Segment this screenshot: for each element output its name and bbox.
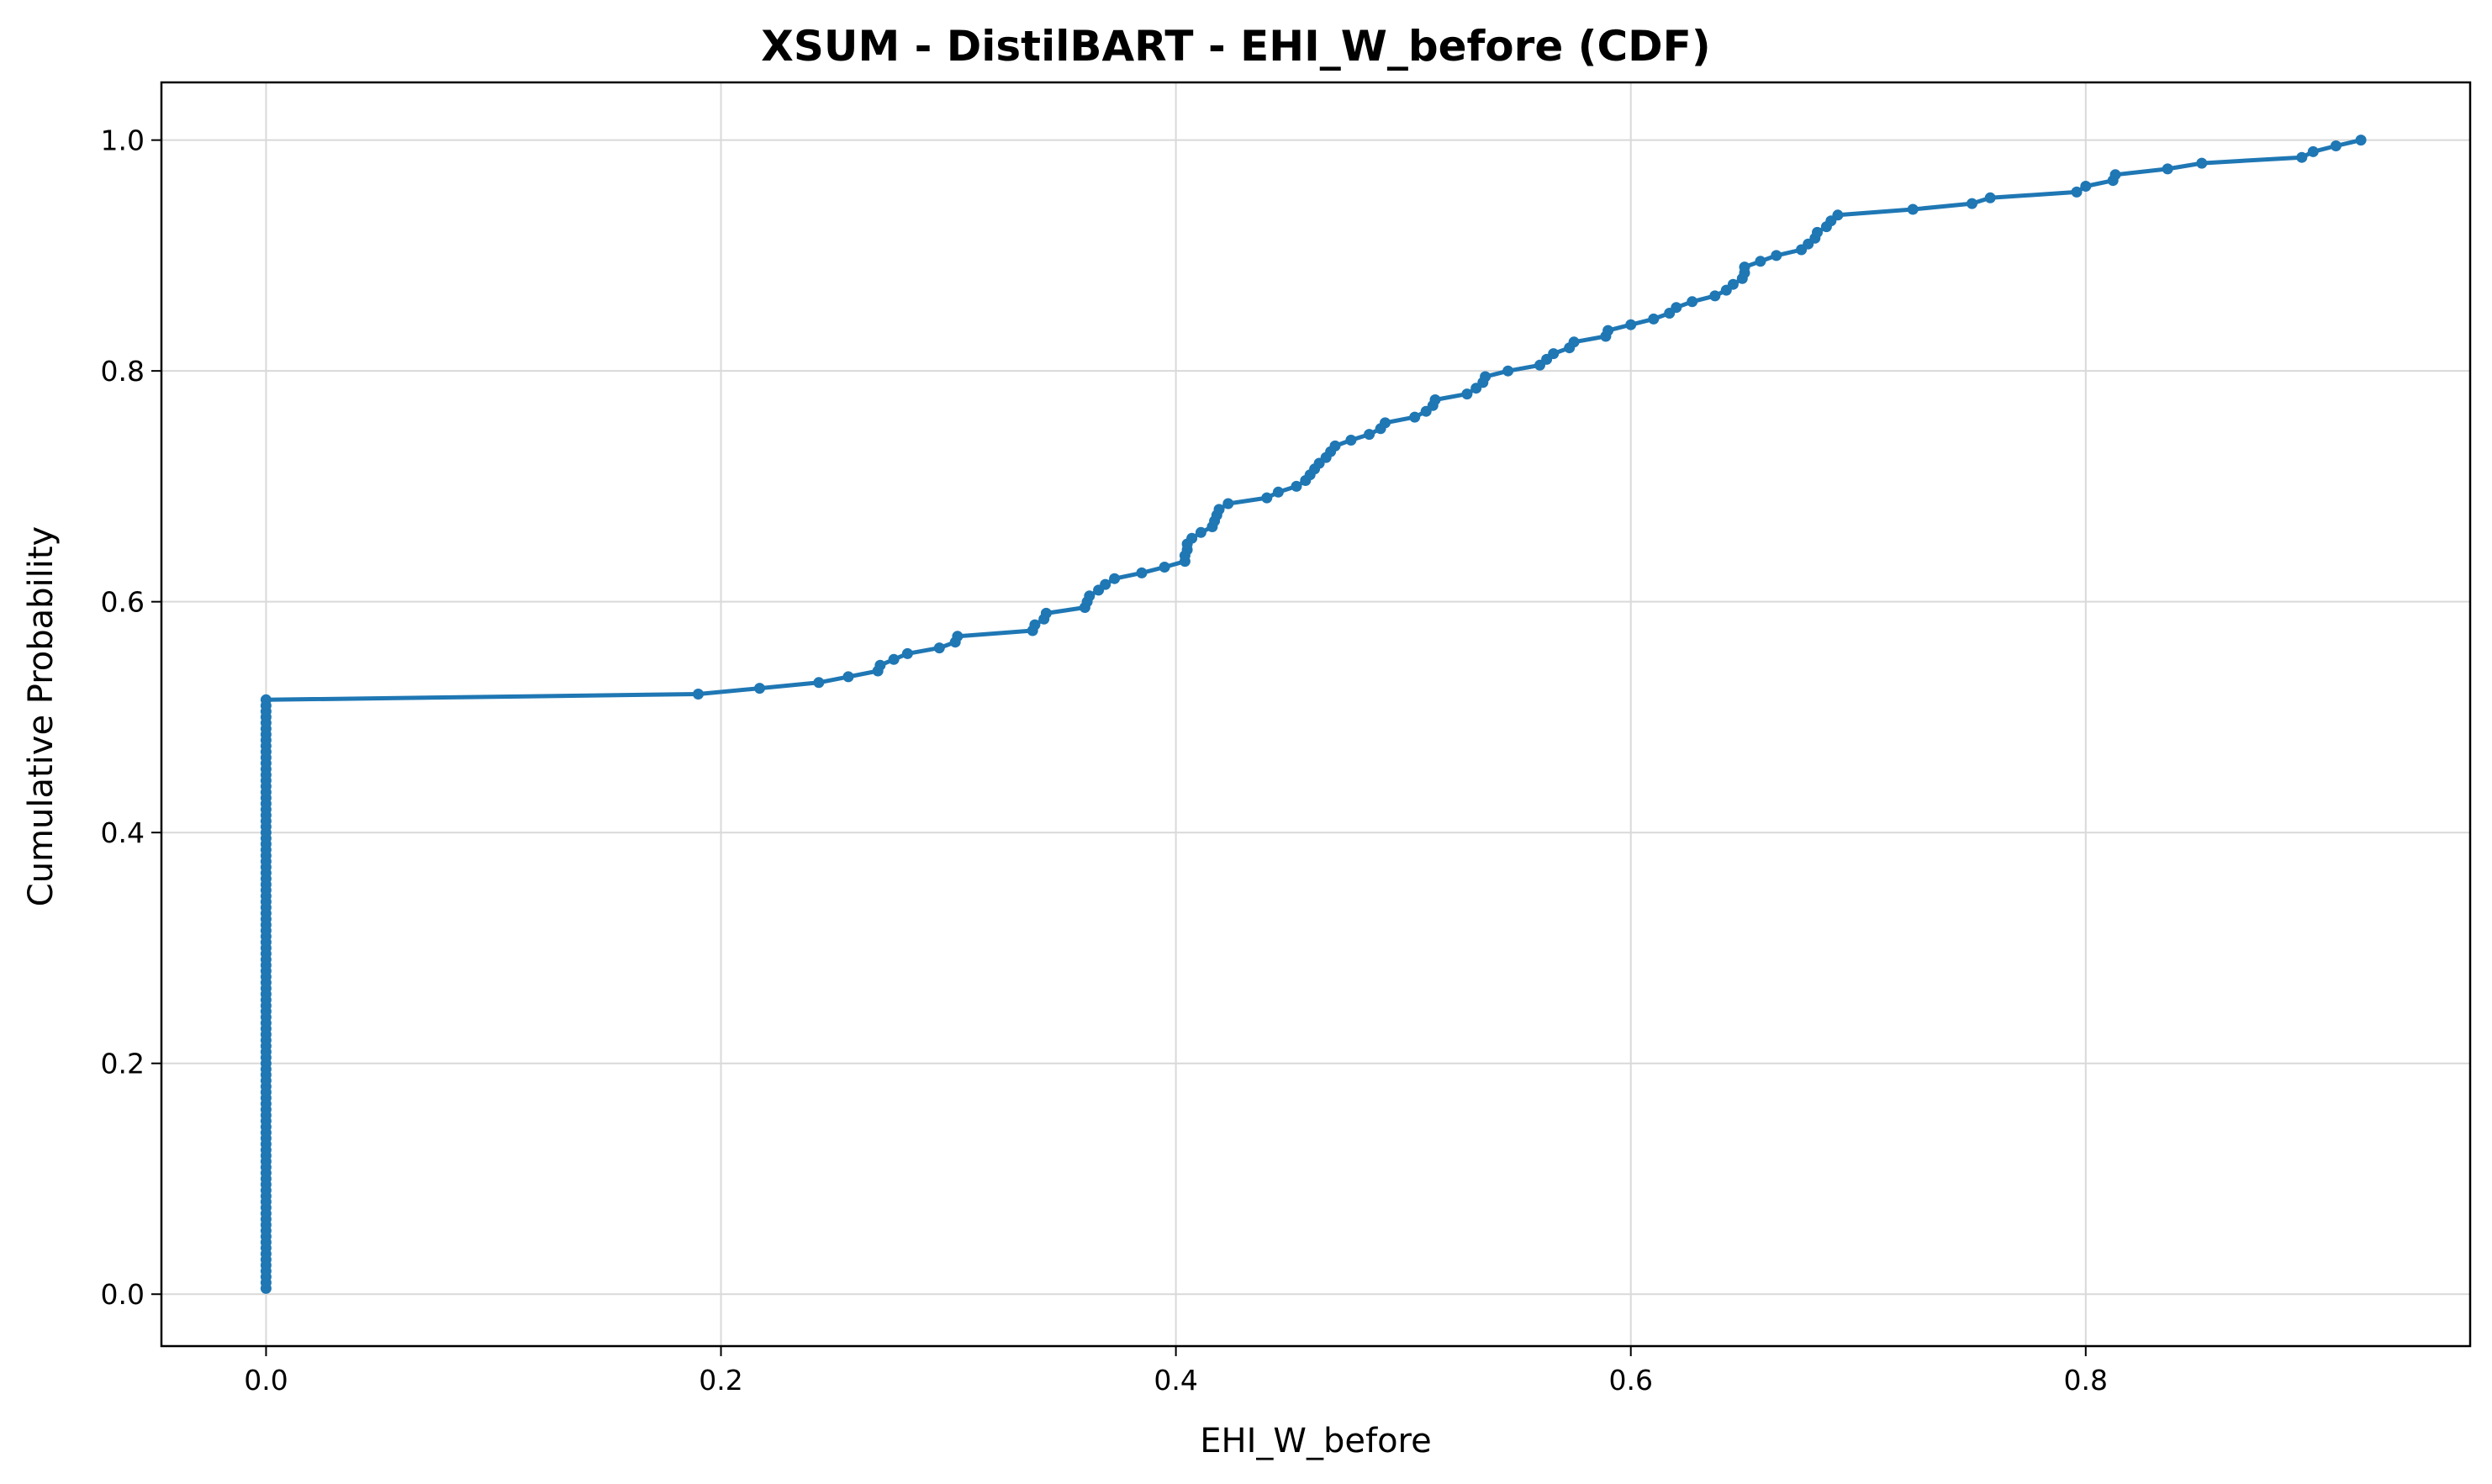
data-point [1907, 203, 1919, 215]
data-point [693, 689, 704, 700]
data-point [1461, 388, 1473, 400]
data-point [1709, 290, 1721, 302]
x-tick-label: 0.2 [699, 1364, 742, 1397]
y-tick-label: 1.0 [101, 124, 145, 157]
x-axis-label: EHI_W_before [1200, 1422, 1431, 1460]
data-point [754, 683, 765, 694]
data-point [1812, 226, 1823, 238]
data-point [1832, 209, 1844, 221]
data-point [1602, 325, 1614, 336]
data-point [888, 653, 900, 665]
y-tick-label: 0.2 [101, 1048, 145, 1080]
data-point [1409, 411, 1421, 423]
data-point [952, 631, 964, 642]
data-point [2071, 186, 2083, 198]
chart-title: XSUM - DistilBART - EHI_W_before (CDF) [761, 22, 1710, 71]
data-point [1739, 261, 1750, 273]
data-point [1687, 296, 1698, 308]
data-point [1329, 440, 1341, 452]
data-point [1029, 619, 1041, 631]
data-point [1345, 435, 1357, 446]
data-point [933, 642, 945, 654]
data-point [842, 671, 854, 683]
data-point [1040, 607, 1052, 619]
data-point [1084, 590, 1096, 602]
data-point [2330, 140, 2342, 151]
data-point [1159, 562, 1170, 573]
data-point [813, 677, 825, 689]
data-point [2296, 151, 2308, 163]
y-tick-label: 0.4 [101, 816, 145, 849]
data-point [1755, 256, 1766, 267]
data-point [1109, 573, 1121, 584]
data-point [1136, 567, 1148, 578]
x-axis: 0.0 0.2 0.4 0.6 0.8 [244, 1346, 2108, 1397]
data-point [1380, 417, 1391, 429]
grid [161, 82, 2470, 1346]
data-point [1480, 371, 1492, 383]
data-point [1291, 480, 1302, 492]
y-tick-label: 0.8 [101, 355, 145, 388]
data-point [2196, 157, 2208, 169]
data-point [1625, 319, 1637, 330]
plot-frame [160, 81, 2472, 1348]
y-axis: 0.0 0.2 0.4 0.6 0.8 1.0 [101, 124, 161, 1311]
data-point [1213, 504, 1225, 515]
x-tick-label: 0.4 [1154, 1364, 1197, 1397]
data-point [2355, 135, 2367, 146]
y-axis-label: Cumulative Probability [22, 526, 61, 906]
x-tick-label: 0.6 [1608, 1364, 1652, 1397]
data-point [260, 694, 272, 705]
data-point [1261, 492, 1273, 504]
data-point [1272, 486, 1284, 498]
data-point [901, 647, 913, 659]
data-point [1671, 302, 1682, 314]
data-point [2307, 145, 2319, 157]
data-point [1648, 313, 1660, 325]
data-point [1984, 192, 1996, 203]
data-point [1364, 429, 1375, 441]
data-point [1727, 278, 1739, 290]
x-tick-label: 0.8 [2064, 1364, 2108, 1397]
data-point [1186, 532, 1198, 544]
data-point [1222, 498, 1234, 510]
data-point [2080, 181, 2092, 192]
y-tick-label: 0.0 [101, 1278, 145, 1311]
data-point [1771, 250, 1782, 261]
data-point [1100, 578, 1111, 590]
data-point [1195, 526, 1206, 538]
series-layer [260, 135, 2367, 1294]
data-point [2109, 169, 2121, 181]
data-point [874, 659, 886, 671]
y-tick-label: 0.6 [101, 586, 145, 619]
data-point [1568, 336, 1580, 348]
data-point [1502, 365, 1514, 377]
data-point [1429, 394, 1441, 405]
x-tick-label: 0.0 [244, 1364, 288, 1397]
data-point [1548, 348, 1560, 360]
data-point [2162, 163, 2173, 175]
data-point [1967, 198, 1977, 209]
